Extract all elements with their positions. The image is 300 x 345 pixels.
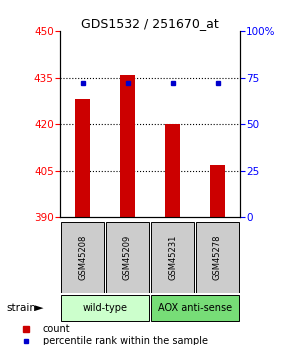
Bar bbox=[151, 295, 239, 321]
Text: count: count bbox=[43, 324, 70, 334]
Bar bbox=[75, 99, 90, 217]
Bar bbox=[61, 222, 104, 293]
Bar bbox=[196, 222, 239, 293]
Text: GSM45278: GSM45278 bbox=[213, 234, 222, 280]
Text: percentile rank within the sample: percentile rank within the sample bbox=[43, 336, 208, 345]
Text: GSM45231: GSM45231 bbox=[168, 234, 177, 280]
Bar bbox=[210, 165, 225, 217]
Bar bbox=[106, 222, 149, 293]
Text: strain: strain bbox=[6, 303, 36, 313]
Bar bbox=[165, 124, 180, 217]
Text: ►: ► bbox=[34, 303, 43, 313]
Text: wild-type: wild-type bbox=[82, 303, 128, 313]
Bar bbox=[151, 222, 194, 293]
Bar bbox=[120, 75, 135, 217]
Title: GDS1532 / 251670_at: GDS1532 / 251670_at bbox=[81, 17, 219, 30]
Bar bbox=[61, 295, 149, 321]
Text: AOX anti-sense: AOX anti-sense bbox=[158, 303, 232, 313]
Text: GSM45208: GSM45208 bbox=[78, 234, 87, 280]
Text: GSM45209: GSM45209 bbox=[123, 234, 132, 280]
